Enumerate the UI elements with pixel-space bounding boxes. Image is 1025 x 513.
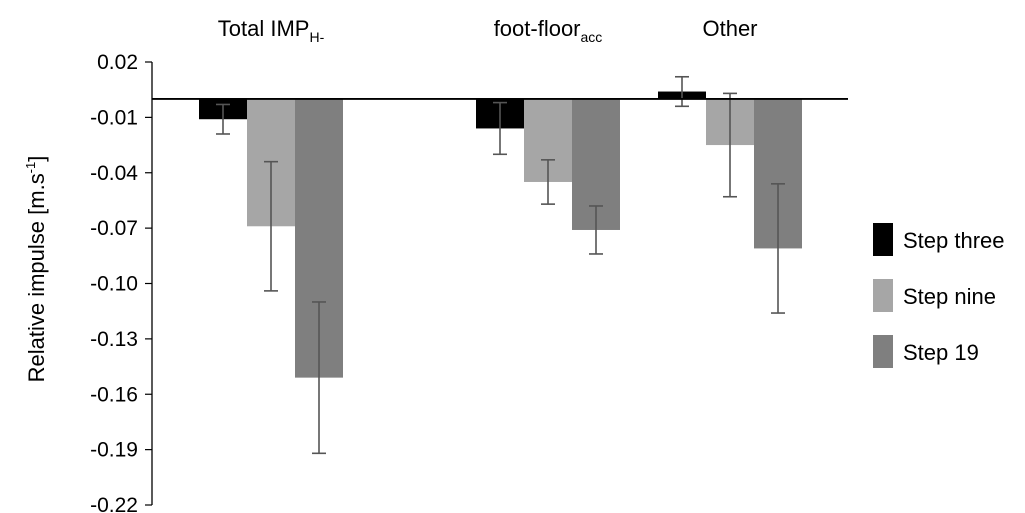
error-bar [723, 92, 737, 198]
y-tick-label: 0.02 [97, 51, 138, 74]
error-bar [493, 101, 507, 156]
y-axis-label-end: ] [24, 156, 49, 162]
legend-label: Step 19 [903, 340, 979, 365]
error-bar [264, 160, 278, 292]
error-bar [675, 75, 689, 108]
y-axis-label-superscript: -1 [23, 162, 38, 174]
y-tick-label: -0.22 [90, 494, 138, 513]
category-label-subscript: acc [581, 29, 603, 45]
y-tick-label: -0.07 [90, 217, 138, 240]
category-label-main: Other [702, 16, 757, 41]
svg-text:Relative impulse [m.s-1]: Relative impulse [m.s-1] [23, 156, 49, 383]
error-bar [216, 103, 230, 135]
error-bars [216, 75, 785, 455]
error-bar [312, 301, 326, 455]
y-tick-label: -0.10 [90, 273, 138, 296]
category-label: Total IMPH- [218, 16, 325, 45]
y-tick-label: -0.19 [90, 439, 138, 462]
legend-item: Step 19 [873, 335, 979, 368]
category-label: Other [702, 16, 757, 41]
y-tick-label: -0.13 [90, 328, 138, 351]
legend-item: Step nine [873, 279, 996, 312]
legend: Step three Step nine Step 19 [873, 223, 1005, 368]
category-labels: Total IMPH-foot-flooracc Other [218, 16, 758, 45]
y-tick-label: -0.16 [90, 383, 138, 406]
error-bar [541, 159, 555, 205]
legend-swatch [873, 335, 893, 368]
legend-label: Step three [903, 228, 1005, 253]
y-axis-label: Relative impulse [m.s-1] [23, 156, 49, 383]
y-axis-label-main: Relative impulse [m.s [24, 173, 49, 382]
legend-swatch [873, 279, 893, 312]
category-label: foot-flooracc [494, 16, 603, 45]
legend-swatch [873, 223, 893, 256]
y-tick-label: -0.04 [90, 162, 138, 185]
category-label-main: Total IMP [218, 16, 310, 41]
y-tick-label: -0.01 [90, 106, 138, 129]
axes [151, 62, 848, 505]
category-label-main: foot-floor [494, 16, 581, 41]
error-bar [589, 205, 603, 255]
y-axis: 0.02 -0.01 -0.04 -0.07 -0.10 -0.13 -0.16 -0.19 -… [90, 51, 152, 513]
legend-item: Step three [873, 223, 1005, 256]
legend-label: Step nine [903, 284, 996, 309]
category-label-subscript: H- [309, 29, 324, 45]
error-bar [771, 183, 785, 314]
